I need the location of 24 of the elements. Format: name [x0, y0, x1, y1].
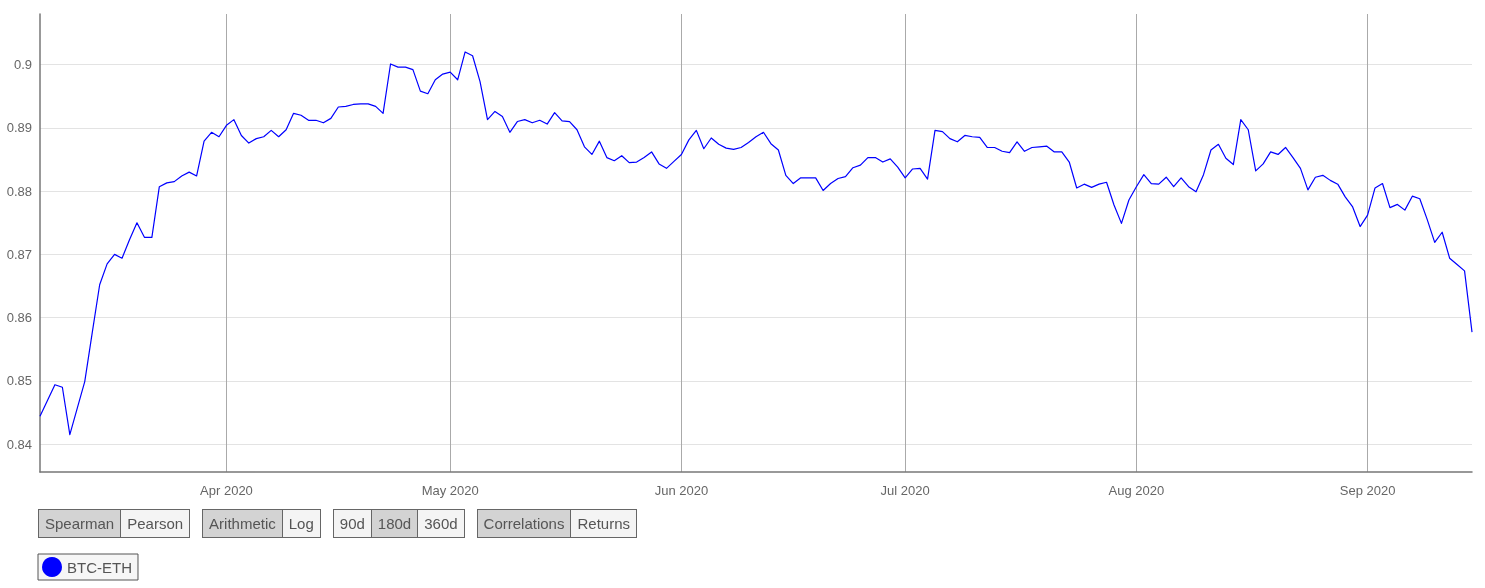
y-tick-label: 0.88 — [6, 183, 32, 199]
toggle-button[interactable]: 360d — [417, 510, 464, 537]
toggle-button[interactable]: Pearson — [120, 510, 190, 537]
x-tick-label: Jun 2020 — [654, 483, 709, 498]
x-tick-label: Sep 2020 — [1339, 483, 1396, 498]
y-tick-label: 0.86 — [6, 310, 32, 326]
y-tick-label: 0.85 — [6, 373, 32, 389]
x-tick-label: Apr 2020 — [200, 483, 253, 498]
line-series — [39, 51, 1473, 436]
toggle-button[interactable]: 90d — [333, 510, 371, 537]
y-tick-label: 0.9 — [13, 57, 32, 73]
x-tick-label: Jul 2020 — [880, 483, 930, 498]
toggle-button[interactable]: Arithmetic — [203, 510, 282, 537]
y-tick-label: 0.89 — [6, 120, 32, 136]
toggle-button[interactable]: Log — [281, 510, 320, 537]
x-tick-label: Aug 2020 — [1108, 483, 1165, 498]
x-tick-label: May 2020 — [421, 483, 479, 498]
toggle-button[interactable]: Returns — [570, 510, 636, 537]
toggle-button[interactable]: 180d — [370, 510, 418, 537]
toggle-button[interactable]: Spearman — [39, 510, 121, 537]
y-tick-label: 0.87 — [6, 246, 32, 262]
legend-label: BTC-ETH — [67, 558, 132, 576]
toggle-button[interactable]: Correlations — [477, 510, 571, 537]
y-tick-label: 0.84 — [6, 436, 32, 452]
